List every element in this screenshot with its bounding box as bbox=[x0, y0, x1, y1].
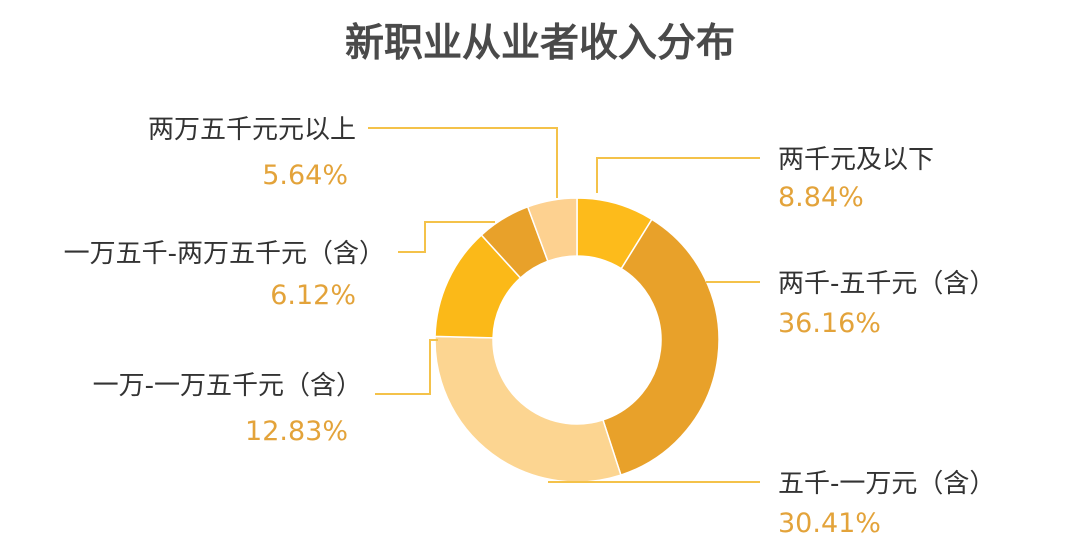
slice-value-label-4: 12.83% bbox=[245, 416, 348, 447]
leader-lines bbox=[368, 127, 760, 483]
slice-category-label-1: 两千元及以下 bbox=[778, 145, 934, 175]
slice-value-label-1: 8.84% bbox=[778, 182, 864, 213]
slice-value-label-2: 36.16% bbox=[778, 308, 881, 339]
donut-slices bbox=[434, 197, 720, 483]
slice-value-label-6: 5.64% bbox=[262, 160, 348, 191]
chart-title: 新职业从业者收入分布 bbox=[345, 21, 735, 66]
slice-value-label-3: 30.41% bbox=[778, 508, 881, 536]
slice-category-label-2: 两千-五千元（含） bbox=[778, 269, 995, 299]
slice-category-label-3: 五千-一万元（含） bbox=[778, 469, 995, 499]
leader-line-6 bbox=[368, 127, 558, 198]
leader-line-1 bbox=[596, 157, 760, 193]
slice-value-label-5: 6.12% bbox=[270, 280, 356, 311]
leader-line-5 bbox=[398, 221, 495, 253]
slice-3 bbox=[434, 335, 622, 483]
slice-category-label-5: 一万五千-两万五千元（含） bbox=[64, 239, 385, 269]
slice-2 bbox=[602, 218, 720, 476]
slice-labels: 两千元及以下 8.84% 两千-五千元（含） 36.16% 五千-一万元（含） 30.41… bbox=[64, 115, 996, 536]
slice-category-label-4: 一万-一万五千元（含） bbox=[93, 371, 362, 401]
slice-category-label-6: 两万五千元元以上 bbox=[148, 115, 356, 145]
slice-6 bbox=[526, 197, 578, 263]
leader-line-4 bbox=[375, 339, 438, 395]
